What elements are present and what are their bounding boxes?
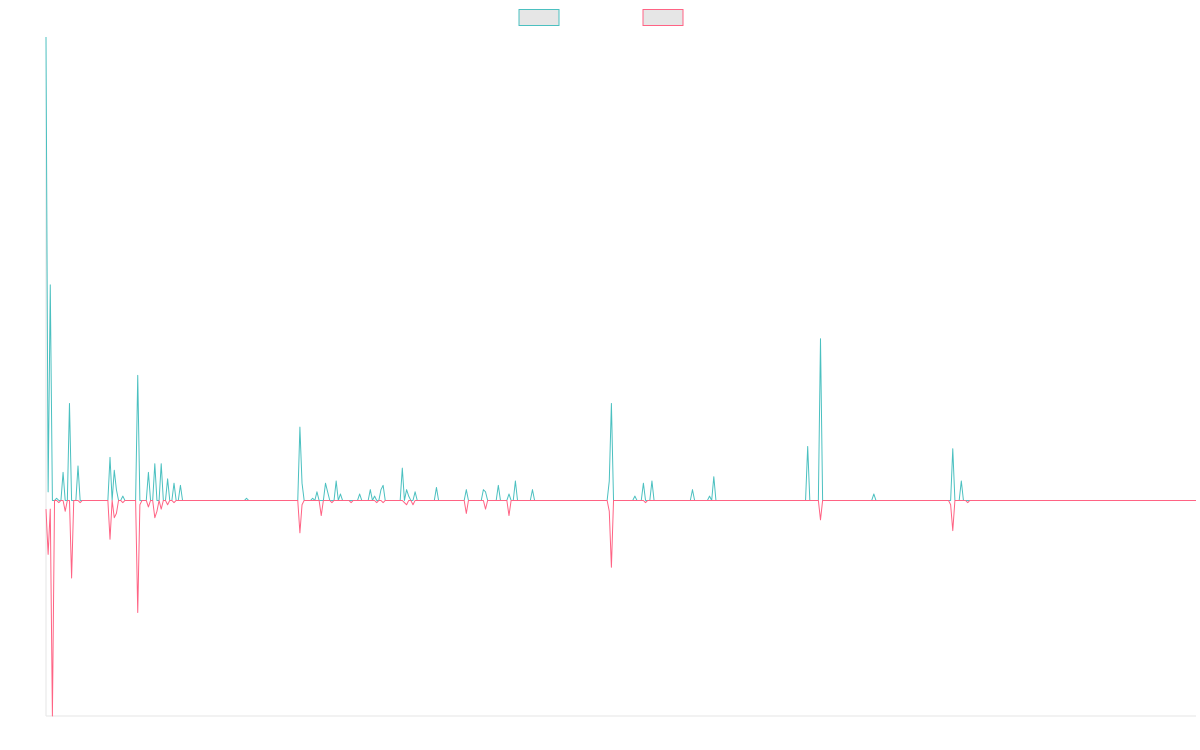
legend-swatch-0[interactable] <box>518 9 560 26</box>
series-line-1 <box>45 499 1196 717</box>
legend-item-0[interactable] <box>518 9 560 26</box>
legend-swatch-1[interactable] <box>642 9 684 26</box>
series-line-0 <box>45 36 1196 501</box>
legend <box>518 9 684 26</box>
axes <box>45 37 1196 717</box>
series-layer <box>45 36 1196 717</box>
legend-item-1[interactable] <box>642 9 684 26</box>
